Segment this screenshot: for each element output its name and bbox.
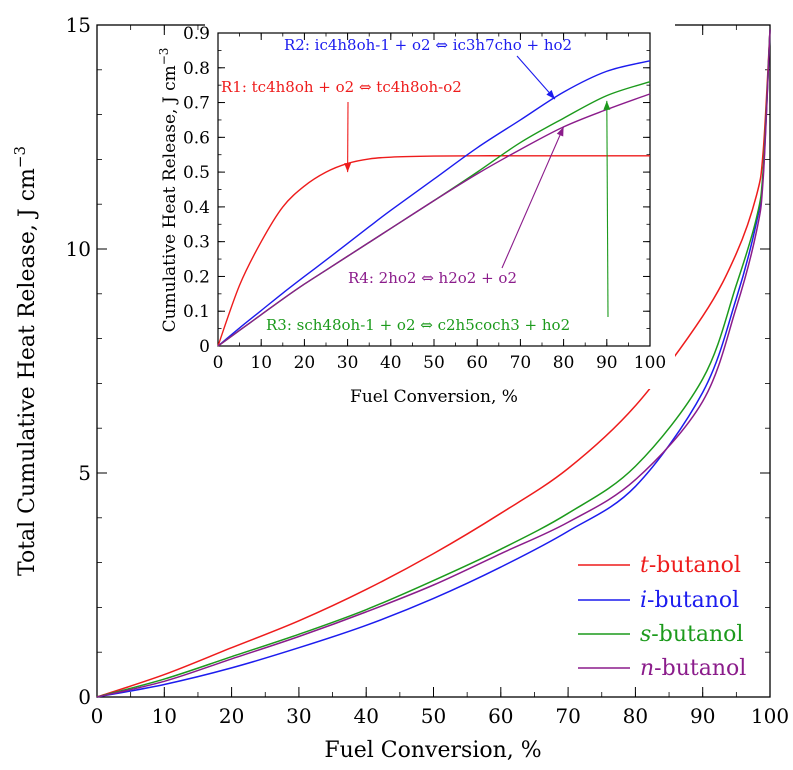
inset-x-tick-label: 50 [423, 353, 445, 373]
main-x-tick-label: 30 [286, 704, 311, 728]
inset-x-tick-label: 80 [553, 353, 575, 373]
main-x-tick-label: 90 [690, 704, 715, 728]
inset-y-tick-label: 0.9 [183, 24, 210, 44]
annotation-arrow-head-4 [556, 126, 564, 137]
inset-y-tick-label: 0.8 [183, 59, 210, 79]
inset-y-tick-label: 0.1 [183, 302, 210, 322]
main-y-tick-label: 0 [78, 685, 91, 709]
annotation-arrows [344, 55, 611, 318]
main-series-line-1 [96, 29, 771, 698]
legend-prefix-i: i [640, 588, 647, 613]
main-y-axis-title-superscript: −3 [11, 146, 29, 168]
legend-label-i-butanol: i-butanol [640, 588, 739, 613]
annotation-arrow-head-1 [344, 163, 352, 173]
inset-x-tick-label: 70 [510, 353, 532, 373]
annotation-arrow-head-3 [603, 100, 611, 110]
annotation-arrow-head-2 [546, 90, 555, 100]
main-series-line-3 [96, 29, 771, 698]
main-series-line-0 [96, 29, 771, 698]
inset-x-tick-label: 0 [213, 353, 224, 373]
legend-prefix-s: s [640, 622, 651, 647]
inset-y-axis-title-text: Cumulative Heat Release, J cm [160, 65, 180, 332]
inset-x-tick-label: 60 [466, 353, 488, 373]
inset-axis-ticks: 0 10 20 30 40 50 60 70 80 90 100 0 0.1 0.2 0.3 0.4 0.5 0.… [183, 24, 666, 373]
inset-x-tick-label: 40 [380, 353, 402, 373]
legend-suffix-i: -butanol [647, 588, 739, 613]
main-y-tick-label: 15 [66, 13, 91, 37]
inset-x-tick-label: 20 [294, 353, 316, 373]
main-x-tick-label: 50 [421, 704, 446, 728]
annotation-r2-label: R2: ic4h8oh-1 + o2 ⇔ ic3h7cho + ho2 [284, 36, 572, 54]
inset-background [205, 14, 675, 389]
inset-chart: 0 10 20 30 40 50 60 70 80 90 100 0 0.1 0.2 0.3 0.4 0.5 0.… [157, 14, 675, 407]
annotation-arrow-shaft-4 [501, 126, 565, 269]
main-x-tick-label: 80 [623, 704, 648, 728]
inset-series-line-0 [217, 155, 650, 347]
inset-series-line-1 [217, 60, 651, 347]
inset-y-axis-title: Cumulative Heat Release, J cm−3 [157, 48, 180, 333]
legend-label-t-butanol: t-butanol [640, 553, 741, 578]
main-x-tick-label: 10 [152, 704, 177, 728]
inset-series-lines [217, 60, 651, 347]
main-series-lines [96, 29, 771, 698]
inset-x-tick-label: 10 [250, 353, 272, 373]
inset-x-axis-title: Fuel Conversion, % [350, 387, 518, 407]
main-x-axis-title: Fuel Conversion, % [324, 738, 541, 763]
main-x-tick-label: 20 [219, 704, 244, 728]
inset-y-tick-label: 0.3 [183, 233, 210, 253]
main-x-tick-label: 0 [91, 704, 104, 728]
legend-suffix-t: -butanol [649, 553, 741, 578]
annotation-r1-label: R1: tc4h8oh + o2 ⇔ tc4h8oh-o2 [221, 78, 462, 96]
inset-series-line-3 [217, 93, 651, 347]
main-y-axis-title-text: Total Cumulative Heat Release, J cm [15, 168, 40, 576]
inset-y-tick-label: 0.5 [183, 163, 210, 183]
annotation-r4-label: R4: 2ho2 ⇔ h2o2 + o2 [348, 269, 517, 287]
legend-label-s-butanol: s-butanol [640, 622, 743, 647]
inset-y-tick-label: 0.4 [183, 198, 210, 218]
inset-y-axis-title-superscript: −3 [157, 48, 171, 66]
annotation-arrow-shaft-2 [516, 55, 556, 100]
inset-annotations: R1: tc4h8oh + o2 ⇔ tc4h8oh-o2 R2: ic4h8o… [221, 36, 611, 334]
main-y-tick-label: 10 [66, 237, 91, 261]
inset-x-tick-label: 90 [596, 353, 618, 373]
main-y-tick-label: 5 [78, 461, 91, 485]
inset-x-tick-label: 30 [337, 353, 359, 373]
legend-suffix-s: -butanol [651, 622, 743, 647]
main-x-tick-label: 60 [488, 704, 513, 728]
main-x-tick-label: 40 [353, 704, 378, 728]
main-x-tick-label: 100 [751, 704, 789, 728]
legend-label-n-butanol: n-butanol [640, 656, 746, 681]
inset-y-tick-label: 0.6 [183, 128, 210, 148]
inset-y-tick-label: 0.2 [183, 267, 210, 287]
annotation-r3-label: R3: sch48oh-1 + o2 ⇔ c2h5coch3 + ho2 [266, 316, 570, 334]
inset-x-tick-label: 100 [634, 353, 666, 373]
main-y-axis-title: Total Cumulative Heat Release, J cm−3 [11, 146, 40, 576]
inset-y-tick-label: 0 [199, 337, 210, 357]
annotation-arrow-shaft-3 [606, 100, 609, 318]
legend-prefix-t: t [640, 553, 649, 578]
main-series-line-2 [96, 29, 771, 698]
legend-prefix-n: n [640, 656, 654, 681]
inset-y-tick-label: 0.7 [183, 94, 210, 114]
legend-suffix-n: -butanol [654, 656, 746, 681]
main-x-tick-label: 70 [555, 704, 580, 728]
legend: t-butanol i-butanol s-butanol n-butanol [578, 553, 746, 681]
